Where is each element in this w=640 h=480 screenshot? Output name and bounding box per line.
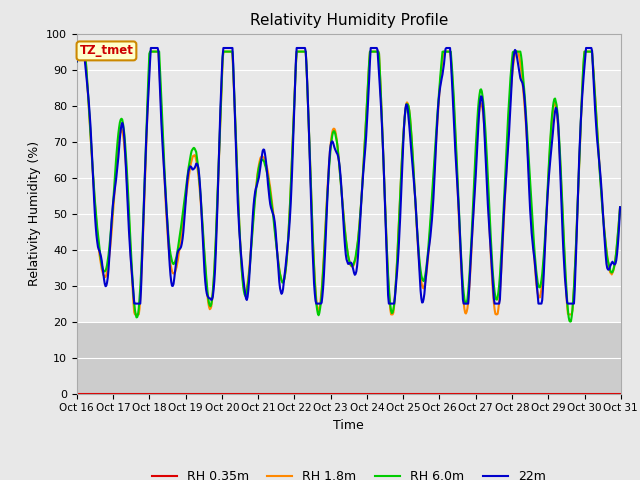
Bar <box>77 322 621 394</box>
Legend: RH 0.35m, RH 1.8m, RH 6.0m, 22m: RH 0.35m, RH 1.8m, RH 6.0m, 22m <box>147 465 551 480</box>
X-axis label: Time: Time <box>333 419 364 432</box>
Text: TZ_tmet: TZ_tmet <box>79 44 133 58</box>
Y-axis label: Relativity Humidity (%): Relativity Humidity (%) <box>28 141 40 286</box>
Title: Relativity Humidity Profile: Relativity Humidity Profile <box>250 13 448 28</box>
